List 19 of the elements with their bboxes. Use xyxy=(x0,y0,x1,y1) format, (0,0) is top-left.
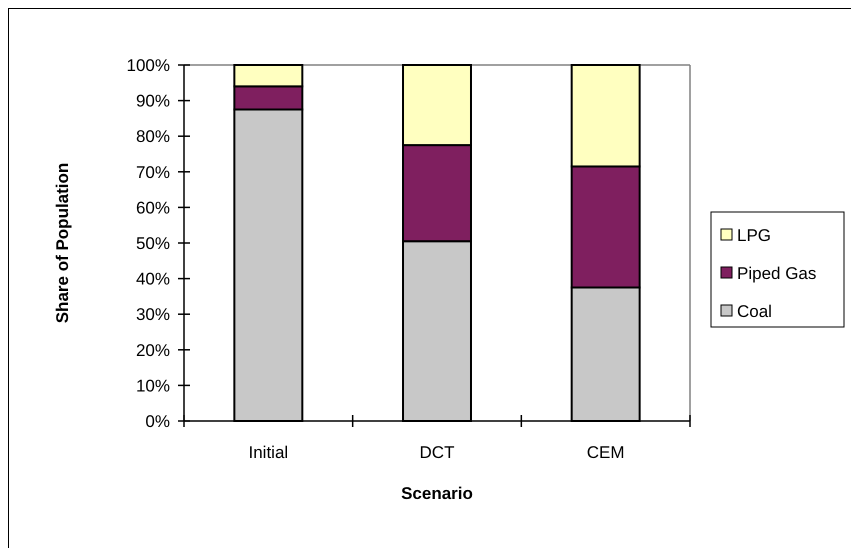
legend-label: LPG xyxy=(737,226,772,245)
y-tick-label: 90% xyxy=(136,92,170,111)
x-tick-label: CEM xyxy=(586,443,625,462)
x-axis-title: Scenario xyxy=(401,484,473,503)
x-tick-label: DCT xyxy=(420,443,454,462)
legend-label: Coal xyxy=(737,302,772,321)
y-tick-label: 30% xyxy=(136,305,170,324)
y-tick-label: 40% xyxy=(136,270,170,289)
y-tick-label: 20% xyxy=(136,340,170,360)
y-tick-label: 100% xyxy=(126,56,170,75)
y-tick-label: 60% xyxy=(136,198,170,218)
legend-label: Piped Gas xyxy=(737,264,816,283)
y-tick-label: 80% xyxy=(136,127,170,146)
x-tick-label: Initial xyxy=(248,443,288,462)
y-tick-label: 50% xyxy=(136,234,170,253)
y-axis-title: Share of Population xyxy=(53,162,72,324)
y-tick-label: 0% xyxy=(145,412,170,431)
y-tick-label: 70% xyxy=(136,162,170,182)
y-tick-label: 10% xyxy=(136,376,170,396)
